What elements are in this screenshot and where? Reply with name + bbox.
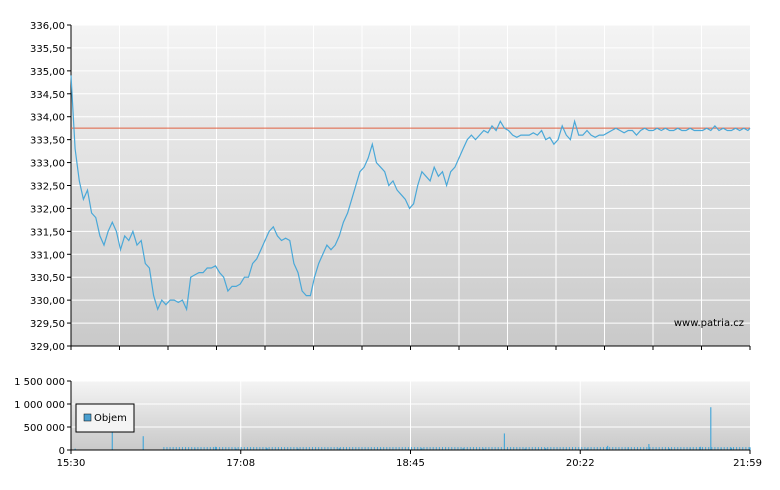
volume-y-axis: 1 500 000 1 000 000 500 000 0 xyxy=(14,377,71,457)
volume-y-tick-label: 500 000 xyxy=(24,423,65,434)
volume-x-axis-labels: 15:30 17:08 18:45 20:22 21:59 xyxy=(57,450,762,469)
price-y-tick-label: 330,50 xyxy=(30,273,65,284)
price-y-tick-label: 329,00 xyxy=(30,342,65,353)
price-y-tick-label: 332,00 xyxy=(30,204,65,215)
legend-label: Objem xyxy=(94,413,127,424)
price-y-tick-label: 333,00 xyxy=(30,159,65,170)
x-tick-label: 21:59 xyxy=(733,458,762,469)
price-y-tick-label: 334,50 xyxy=(30,90,65,101)
price-y-tick-label: 334,00 xyxy=(30,113,65,124)
watermark: www.patria.cz xyxy=(674,318,744,329)
price-y-tick-label: 330,00 xyxy=(30,296,65,307)
price-y-tick-label: 332,50 xyxy=(30,182,65,193)
price-y-tick-label: 336,00 xyxy=(30,21,65,32)
x-tick-label: 20:22 xyxy=(566,458,595,469)
x-tick-label: 18:45 xyxy=(396,458,425,469)
volume-y-tick-label: 1 000 000 xyxy=(14,400,65,411)
price-y-tick-label: 329,50 xyxy=(30,319,65,330)
price-y-tick-label: 335,00 xyxy=(30,67,65,78)
legend: Objem xyxy=(75,403,135,433)
price-y-tick-label: 335,50 xyxy=(30,44,65,55)
x-tick-label: 17:08 xyxy=(226,458,255,469)
volume-y-tick-label: 1 500 000 xyxy=(14,377,65,388)
legend-swatch xyxy=(83,413,92,422)
price-x-ticks xyxy=(70,346,751,350)
price-y-tick-label: 331,50 xyxy=(30,227,65,238)
price-y-axis: 336,00 335,50 335,00 334,50 334,00 333,50 333,… xyxy=(30,21,71,353)
price-y-tick-label: 333,50 xyxy=(30,136,65,147)
x-tick-label: 15:30 xyxy=(57,458,86,469)
volume-y-tick-label: 0 xyxy=(59,446,65,457)
price-series-line xyxy=(70,75,751,312)
price-y-tick-label: 331,00 xyxy=(30,250,65,261)
